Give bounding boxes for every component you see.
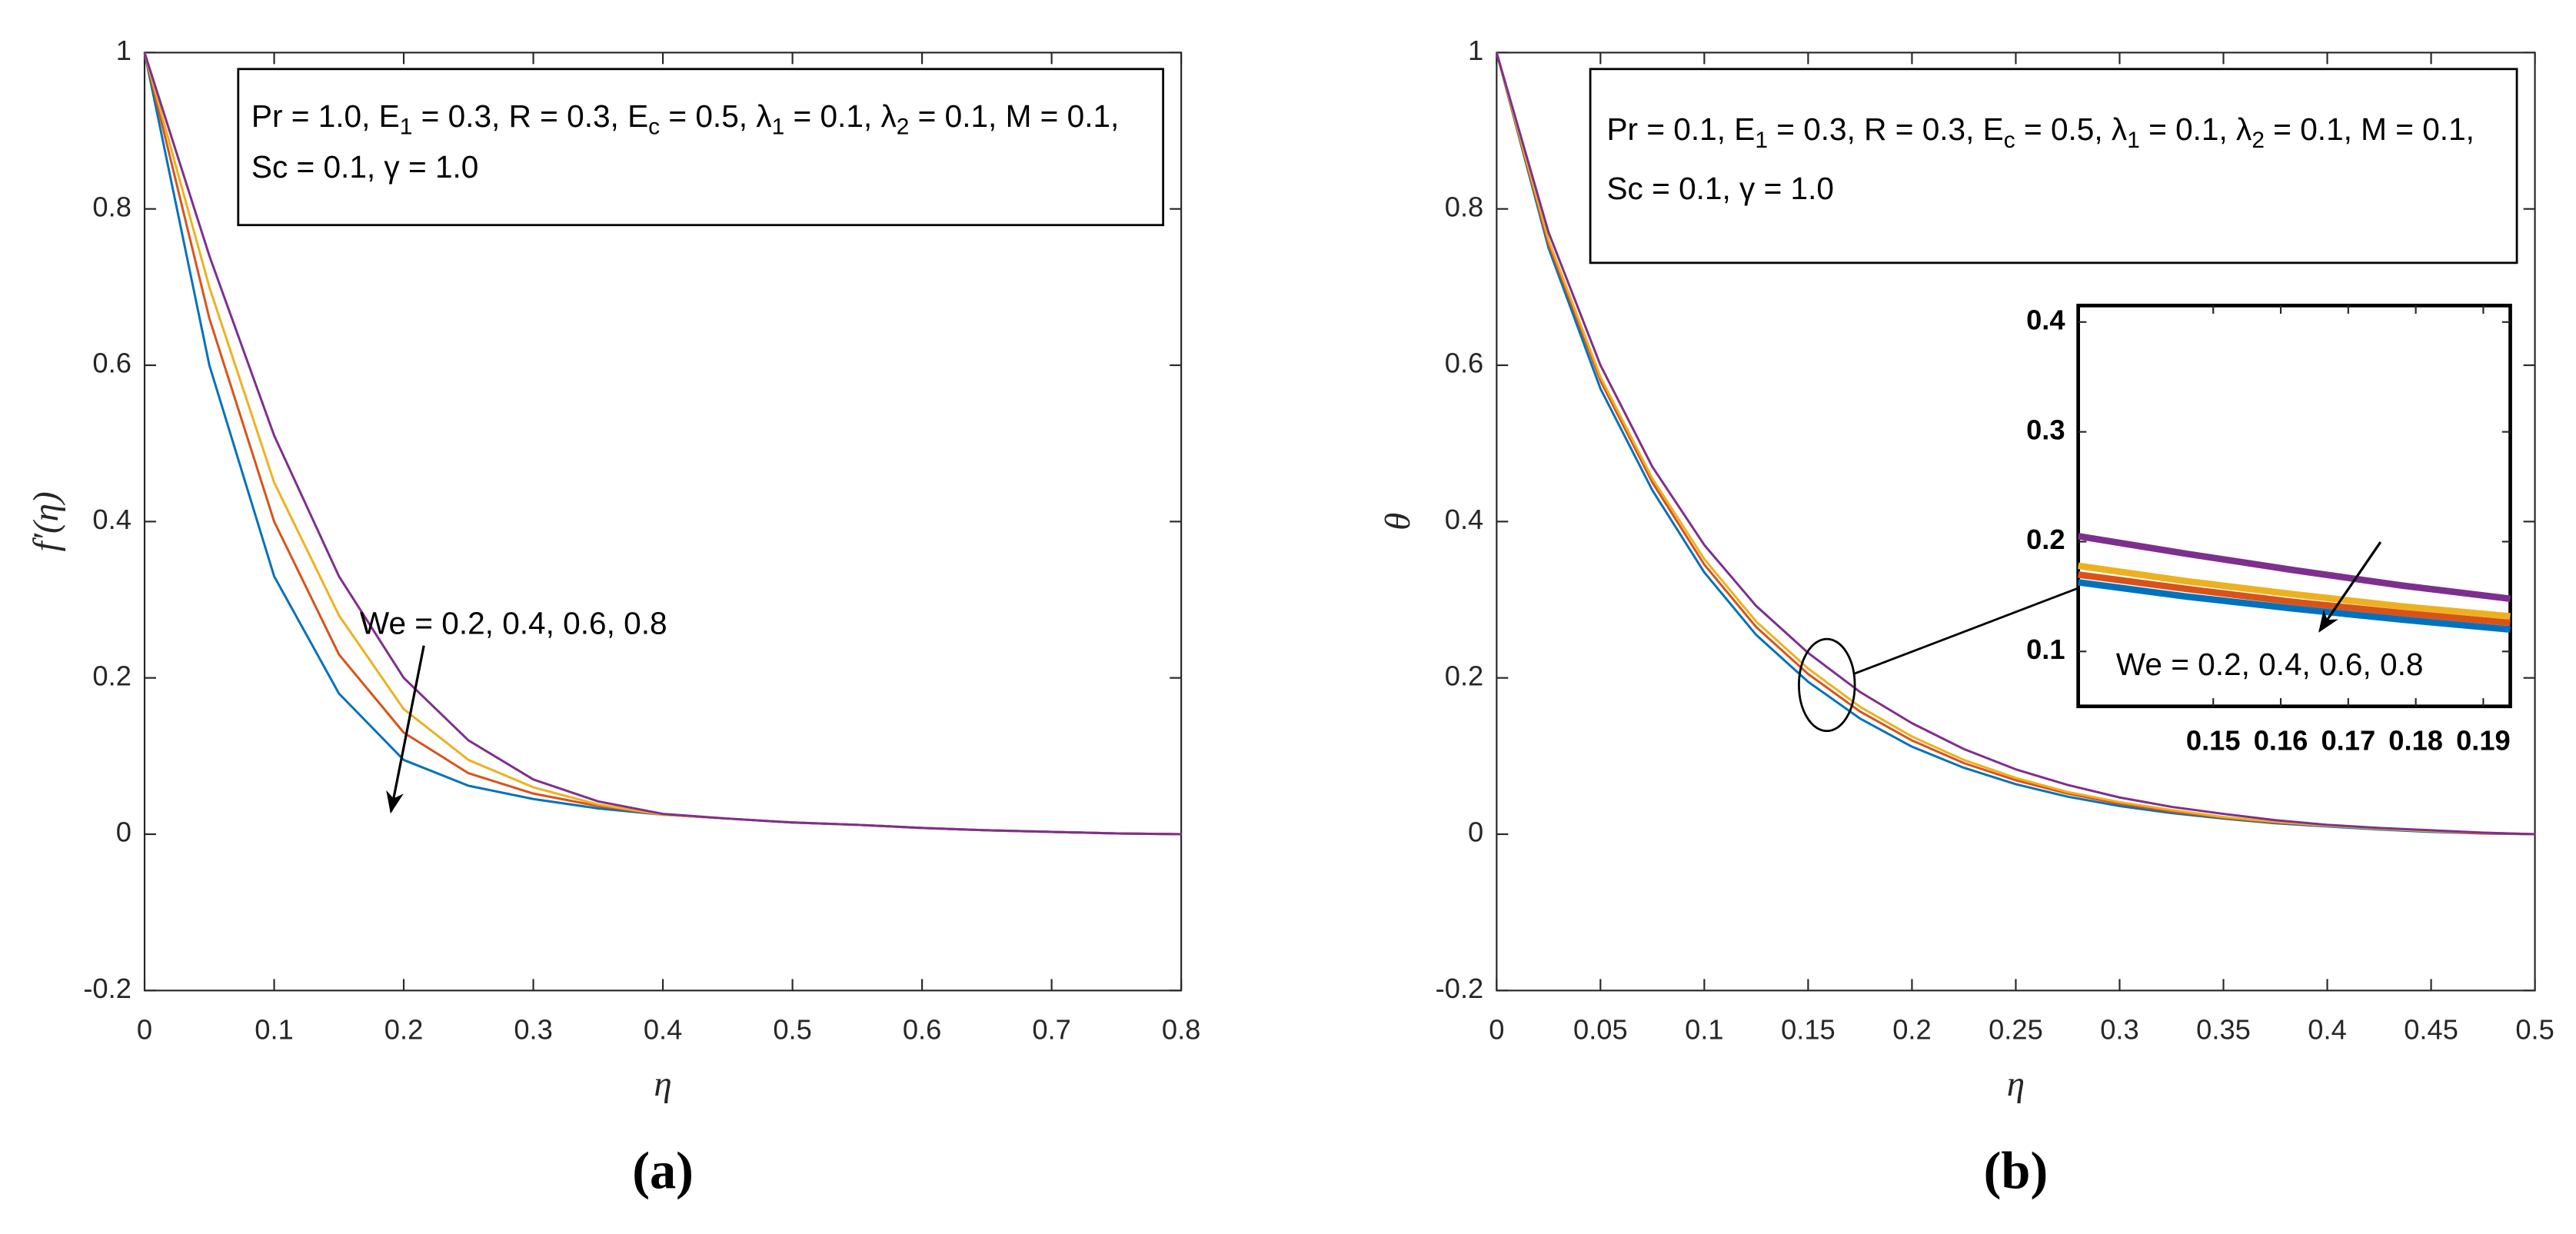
line-series: [143, 52, 1182, 836]
y-tick-label: 0.6: [92, 348, 131, 379]
arrow-label: We = 0.2, 0.4, 0.6, 0.8: [2116, 647, 2424, 682]
subscript: 1: [2127, 128, 2140, 153]
panel-label: (b): [1984, 1141, 2048, 1199]
annotation-part: = 0.3, R = 0.3, E: [1768, 111, 2004, 147]
y-tick-label: 1: [1468, 35, 1483, 66]
annotation-part: = 0.1, M = 0.1,: [909, 98, 1119, 134]
x-tick-label: 0.15: [2186, 724, 2241, 756]
x-tick-label: 0.19: [2456, 724, 2511, 756]
x-tick-label: 0.2: [1892, 1013, 1931, 1045]
y-tick-label: 0.4: [92, 504, 131, 535]
annotation-text: Sc = 0.1, γ = 1.0: [1606, 171, 1834, 206]
subscript: 1: [400, 115, 413, 140]
line-series: [2078, 562, 2511, 620]
y-tick-label: 0.3: [2026, 414, 2065, 445]
annotation-part: = 0.5, λ: [2015, 111, 2128, 147]
x-axis-label: η: [654, 1064, 671, 1104]
arrow-label: We = 0.2, 0.4, 0.6, 0.8: [360, 606, 667, 641]
x-tick-label: 0.4: [644, 1013, 682, 1045]
y-tick-label: 0.1: [2026, 634, 2065, 665]
x-tick-label: 0.18: [2388, 724, 2443, 756]
y-tick-label: -0.2: [83, 973, 131, 1004]
annotation-text: Pr = 0.1, E1 = 0.3, R = 0.3, Ec = 0.5, λ…: [1606, 111, 2474, 153]
inset-frame: [2076, 304, 2512, 709]
x-tick-label: 0.17: [2321, 724, 2375, 756]
x-tick-label: 0.5: [2515, 1013, 2554, 1045]
line-series: [2078, 579, 2511, 634]
x-tick-label: 0.45: [2404, 1013, 2458, 1045]
y-axis-label: f′(η): [26, 491, 66, 551]
x-tick-label: 0.3: [2100, 1013, 2138, 1045]
y-tick-label: -0.2: [1436, 973, 1484, 1004]
arrow: [2318, 541, 2382, 633]
x-tick-label: 0: [1489, 1013, 1504, 1045]
x-tick-label: 0.2: [384, 1013, 423, 1045]
x-tick-label: 0.8: [1162, 1013, 1200, 1045]
subscript: c: [648, 115, 660, 140]
y-tick-label: 0.2: [92, 660, 131, 691]
annotation-part: = 0.1, M = 0.1,: [2265, 111, 2474, 147]
y-axis-label: θ: [1378, 513, 1418, 531]
annotation-part: = 0.1, λ: [784, 98, 897, 134]
x-tick-label: 0.4: [2308, 1013, 2346, 1045]
subscript: 2: [2252, 128, 2265, 153]
y-tick-label: 0: [1468, 817, 1483, 848]
x-tick-label: 0.16: [2254, 724, 2308, 756]
x-tick-label: 0.1: [255, 1013, 293, 1045]
arrow: [386, 645, 425, 814]
annotation-text: Pr = 1.0, E1 = 0.3, R = 0.3, Ec = 0.5, λ…: [251, 98, 1119, 140]
subscript: 2: [897, 115, 910, 140]
x-axis-label: η: [2007, 1064, 2025, 1104]
annotation-box: [1589, 68, 2518, 264]
y-tick-label: 0.4: [1445, 504, 1483, 535]
y-tick-label: 0.8: [92, 191, 131, 222]
zoom-ellipse: [1798, 637, 1856, 733]
y-tick-label: 0.2: [2026, 524, 2065, 555]
y-tick-label: 0.8: [1445, 191, 1483, 222]
x-tick-label: 0.35: [2196, 1013, 2251, 1045]
x-tick-label: 0.7: [1032, 1013, 1070, 1045]
annotation-part: Pr = 0.1, E: [1606, 111, 1755, 147]
x-tick-label: 0.5: [773, 1013, 811, 1045]
x-tick-label: 0: [137, 1013, 152, 1045]
zoom-connector: [1854, 587, 2079, 675]
annotation-part: = 0.5, λ: [660, 98, 772, 134]
subscript: c: [2004, 128, 2015, 153]
x-tick-label: 0.15: [1781, 1013, 1835, 1045]
annotation-box: [237, 68, 1165, 227]
y-tick-label: 0.4: [2026, 304, 2065, 335]
x-tick-label: 0.6: [903, 1013, 941, 1045]
annotation-part: Sc = 0.1, γ = 1.0: [251, 149, 479, 185]
y-tick-label: 0.6: [1445, 348, 1483, 379]
y-tick-label: 0: [116, 817, 131, 848]
x-tick-label: 0.3: [514, 1013, 552, 1045]
x-tick-label: 0.25: [1989, 1013, 2043, 1045]
line-series: [2077, 533, 2511, 603]
y-tick-label: 1: [116, 35, 131, 66]
panel-label: (a): [632, 1141, 694, 1199]
annotation-part: = 0.3, R = 0.3, E: [412, 98, 648, 134]
y-tick-label: 0.2: [1445, 660, 1483, 691]
annotation-part: Sc = 0.1, γ = 1.0: [1606, 171, 1834, 206]
annotation-text: Sc = 0.1, γ = 1.0: [251, 149, 479, 185]
subscript: 1: [1755, 128, 1768, 153]
subscript: 1: [772, 115, 785, 140]
x-tick-label: 0.05: [1573, 1013, 1628, 1045]
annotation-part: Pr = 1.0, E: [251, 98, 400, 134]
x-tick-label: 0.1: [1685, 1013, 1723, 1045]
line-series: [1495, 52, 2535, 836]
annotation-part: = 0.1, λ: [2140, 111, 2252, 147]
line-series: [2078, 571, 2511, 627]
